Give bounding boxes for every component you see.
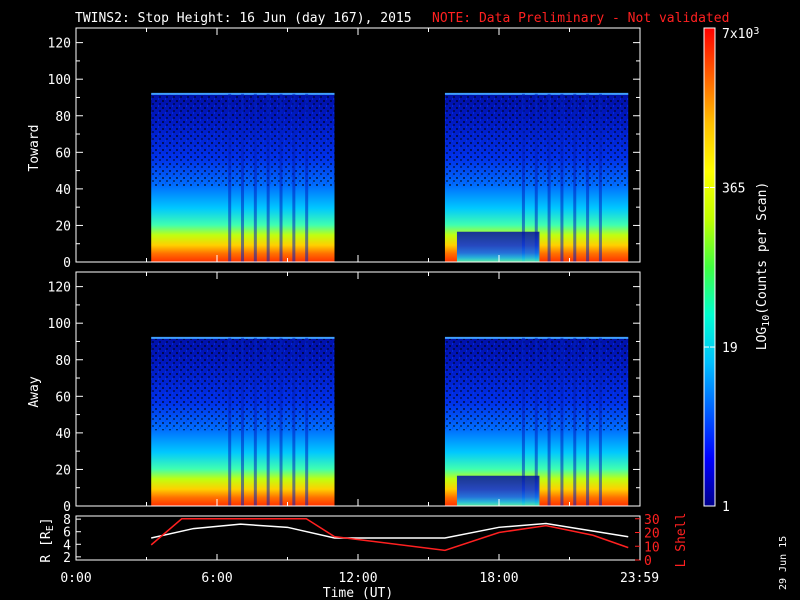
- spectrogram-stripe: [547, 337, 551, 506]
- spectrogram-stripe: [253, 93, 257, 262]
- lshell-line: [150, 518, 629, 552]
- lshell-tick-label: 20: [644, 527, 660, 542]
- spectrogram-stripe: [598, 337, 602, 506]
- y-tick-label: 60: [55, 390, 71, 405]
- y-tick-label: 120: [48, 281, 71, 296]
- spectrogram-stripe: [305, 337, 309, 506]
- radius-tick-label: 6: [63, 526, 71, 541]
- spectrogram-stripe: [534, 337, 538, 506]
- spectrogram-stripe: [266, 337, 270, 506]
- spectrogram-stripe: [241, 93, 245, 262]
- y-tick-label: 120: [48, 37, 71, 52]
- colorbar-label: LOG10(Counts per Scan): [755, 182, 772, 351]
- spectrogram-stripe: [279, 93, 283, 262]
- spectrogram-stripe: [279, 337, 283, 506]
- time-tick-label: 12:00: [338, 571, 377, 586]
- spectrogram-stripe: [266, 93, 270, 262]
- y-tick-label: 0: [63, 500, 71, 515]
- spectrogram-stripe: [521, 93, 525, 262]
- colorbar: [703, 27, 716, 507]
- time-tick-label: 18:00: [479, 571, 518, 586]
- lshell-tick-label: 30: [644, 513, 660, 528]
- spectrogram-low-band: [456, 475, 540, 506]
- chart-title: TWINS2: Stop Height: 16 Jun (day 167), 2…: [75, 11, 412, 26]
- radius-axis-label: R [RE]: [39, 517, 56, 562]
- spectrogram-stripe: [586, 337, 590, 506]
- time-tick-label: 6:00: [201, 571, 232, 586]
- spectrogram-stripe: [305, 93, 309, 262]
- time-axis-label: Time (UT): [323, 586, 393, 600]
- spectrogram-stripe: [547, 93, 551, 262]
- y-tick-label: 20: [55, 219, 71, 234]
- spectrogram-stripe: [228, 337, 232, 506]
- colorbar-ticks: 1 19 365: [704, 181, 745, 515]
- spectrogram-stripe: [598, 93, 602, 262]
- y-tick-label: 100: [48, 73, 71, 88]
- spectrogram-stripe: [573, 93, 577, 262]
- spectrogram-stripe: [560, 93, 564, 262]
- spectrogram-stripe: [534, 93, 538, 262]
- toward-ylabel: Toward: [27, 125, 42, 172]
- y-tick-label: 0: [63, 256, 71, 271]
- away-panel: 0 20 40 60 80 100 120: [48, 271, 641, 515]
- colorbar-tick-label: 1: [722, 500, 730, 515]
- spectrogram-stripe: [241, 337, 245, 506]
- radius-tick-label: 2: [63, 551, 71, 566]
- radius-line: [151, 522, 629, 539]
- spectrogram-stripe: [292, 337, 296, 506]
- spectrogram-stripe: [253, 337, 257, 506]
- spectrogram-stripe: [292, 93, 296, 262]
- date-stamp: 29 Jun 15: [778, 536, 789, 590]
- time-tick-label: 0:00: [60, 571, 91, 586]
- lshell-axis-label: L Shell: [674, 513, 689, 568]
- y-tick-label: 80: [55, 110, 71, 125]
- spectrogram-stripe: [573, 337, 577, 506]
- colorbar-top-label: 7x103: [722, 26, 759, 42]
- lshell-tick-label: 0: [644, 554, 652, 569]
- radius-tick-label: 4: [63, 538, 71, 553]
- spectrogram-low-band: [456, 231, 540, 262]
- y-tick-label: 60: [55, 146, 71, 161]
- lshell-tick-label: 10: [644, 540, 660, 555]
- y-tick-label: 40: [55, 183, 71, 198]
- away-ylabel: Away: [27, 376, 42, 407]
- y-tick-label: 80: [55, 354, 71, 369]
- spectrogram-stripe: [521, 337, 525, 506]
- time-tick-label: 23:59: [620, 571, 659, 586]
- colorbar-tick-label: 19: [722, 341, 738, 356]
- spectrogram-stripe: [560, 337, 564, 506]
- colorbar-tick-label: 365: [722, 181, 745, 196]
- preliminary-note: NOTE: Data Preliminary - Not validated: [432, 11, 729, 26]
- radius-tick-label: 8: [63, 513, 71, 528]
- spectrogram-stripe: [586, 93, 590, 262]
- spectrogram-stripe: [228, 93, 232, 262]
- y-tick-label: 100: [48, 317, 71, 332]
- toward-panel: 0 20 40 60 80 100 120: [48, 27, 641, 271]
- y-tick-label: 20: [55, 463, 71, 478]
- y-tick-label: 40: [55, 427, 71, 442]
